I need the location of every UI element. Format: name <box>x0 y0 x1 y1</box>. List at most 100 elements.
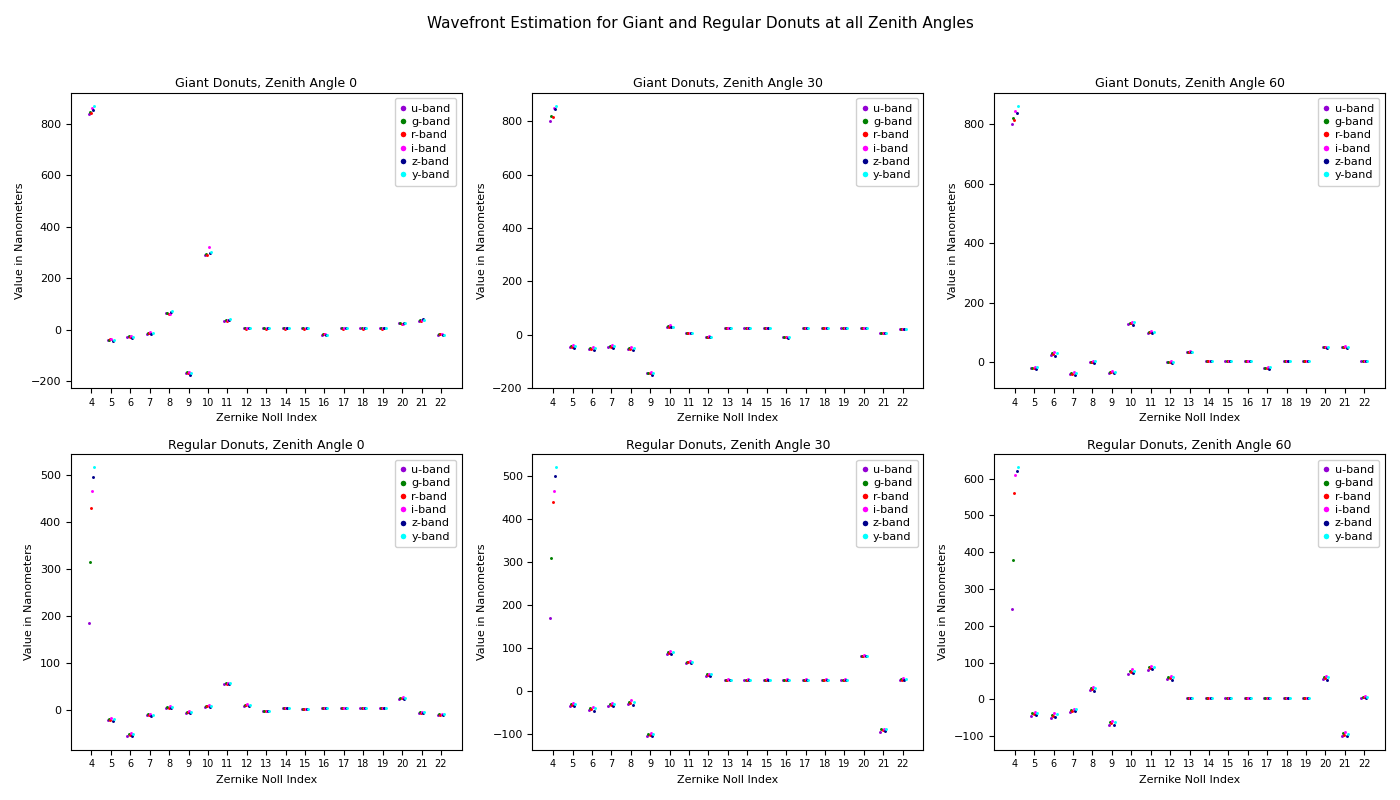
Point <box>1002 114 1025 126</box>
Point <box>273 702 295 714</box>
Point <box>655 320 678 333</box>
Point <box>312 328 335 341</box>
Point <box>869 327 892 340</box>
Point <box>638 366 661 379</box>
Point <box>256 322 279 335</box>
Point <box>543 101 566 114</box>
Point <box>1177 691 1200 704</box>
Point <box>578 343 601 356</box>
Point <box>1140 325 1162 338</box>
Point <box>1064 705 1086 718</box>
Point <box>140 328 162 341</box>
Point <box>738 322 760 334</box>
Title: Regular Donuts, Zenith Angle 60: Regular Donuts, Zenith Angle 60 <box>1088 438 1292 451</box>
Point <box>1119 316 1141 329</box>
Point <box>80 106 102 119</box>
Point <box>1296 691 1319 704</box>
Point <box>1176 691 1198 704</box>
Point <box>1040 709 1063 722</box>
Point <box>1334 340 1357 353</box>
Point <box>293 322 315 335</box>
Point <box>675 327 697 340</box>
Point <box>598 698 620 710</box>
Point <box>161 701 183 714</box>
Point <box>1235 691 1257 704</box>
Point <box>759 674 781 686</box>
Point <box>1120 663 1142 676</box>
Point <box>1274 691 1296 704</box>
Point <box>78 555 101 568</box>
Point <box>213 314 235 327</box>
Point <box>272 322 294 335</box>
Point <box>140 710 162 723</box>
Point <box>1063 702 1085 715</box>
Point <box>136 327 158 340</box>
Point <box>812 322 834 334</box>
Point <box>78 106 101 119</box>
Point <box>1156 356 1179 369</box>
Point <box>602 341 624 354</box>
Y-axis label: Value in Nanometers: Value in Nanometers <box>24 544 35 660</box>
X-axis label: Zernike Noll Index: Zernike Noll Index <box>216 775 316 785</box>
Point <box>431 329 454 342</box>
Point <box>1354 354 1376 367</box>
Legend: u-band, g-band, r-band, i-band, z-band, y-band: u-band, g-band, r-band, i-band, z-band, … <box>857 98 918 186</box>
Point <box>756 321 778 334</box>
Point <box>661 321 683 334</box>
Point <box>120 730 143 742</box>
Point <box>543 103 566 116</box>
Point <box>370 702 392 714</box>
Point <box>1023 360 1046 373</box>
Point <box>1233 691 1256 704</box>
Point <box>1257 361 1280 374</box>
Point <box>890 672 913 685</box>
Point <box>409 706 431 718</box>
Point <box>1198 354 1221 367</box>
Point <box>1219 354 1242 367</box>
Point <box>1316 342 1338 354</box>
Point <box>1239 354 1261 367</box>
Point <box>675 657 697 670</box>
Point <box>412 313 434 326</box>
Point <box>83 470 105 483</box>
Point <box>1233 354 1256 367</box>
Point <box>333 702 356 714</box>
Point <box>603 340 626 353</box>
Point <box>1176 346 1198 358</box>
Point <box>155 306 178 319</box>
Point <box>1194 691 1217 704</box>
Point <box>1158 670 1180 683</box>
Point <box>1292 354 1315 367</box>
Point <box>158 700 181 713</box>
Point <box>374 702 396 714</box>
Point <box>797 674 819 687</box>
Point <box>753 674 776 686</box>
Point <box>101 712 123 725</box>
Point <box>816 322 839 334</box>
Point <box>1196 691 1218 704</box>
Point <box>374 322 396 334</box>
Point <box>430 328 452 341</box>
Point <box>853 648 875 661</box>
Point <box>816 322 839 334</box>
Point <box>388 692 410 705</box>
Point <box>371 322 393 335</box>
Point <box>1254 362 1277 374</box>
Point <box>1138 326 1161 338</box>
Point <box>889 323 911 336</box>
Point <box>757 674 780 687</box>
Point <box>717 673 739 686</box>
Point <box>315 329 337 342</box>
Point <box>564 698 587 710</box>
Point <box>412 314 434 326</box>
Point <box>735 674 757 686</box>
Point <box>832 322 854 334</box>
Point <box>560 698 582 710</box>
Point <box>181 706 203 718</box>
Point <box>564 340 587 353</box>
Point <box>1102 718 1124 731</box>
Point <box>216 314 238 327</box>
Point <box>158 308 181 321</box>
Point <box>1026 706 1049 719</box>
Point <box>330 702 353 714</box>
